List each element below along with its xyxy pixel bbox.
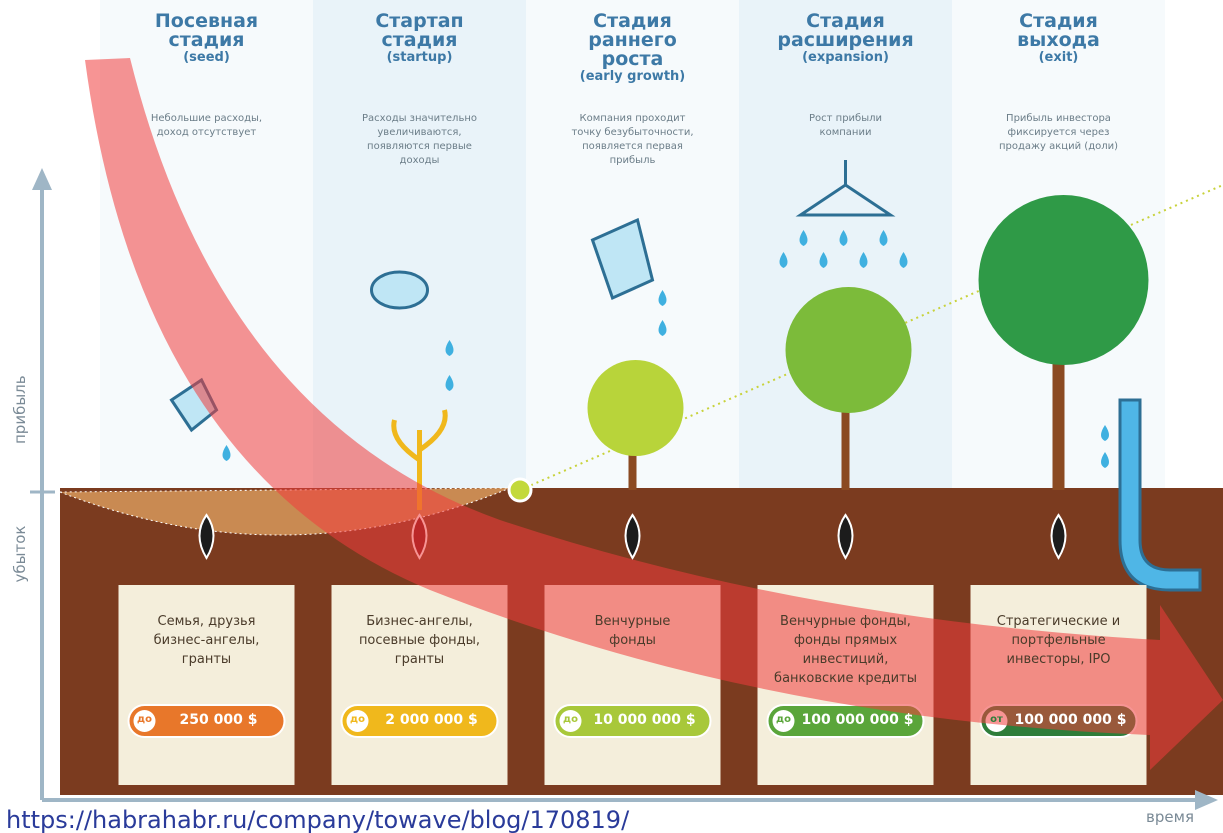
amount-text: 100 000 000 $ <box>798 712 918 728</box>
investor-text: Венчурные фонды <box>548 612 718 650</box>
trunk <box>842 400 850 490</box>
badge-text: от <box>986 714 1008 725</box>
stage-title: Стадия расширения <box>746 12 946 50</box>
badge-text: до <box>773 714 795 725</box>
amount-text: 2 000 000 $ <box>372 712 492 728</box>
axis-label: время <box>1130 808 1210 826</box>
badge-text: до <box>134 714 156 725</box>
infographic: прибыль убыток время https://habrahabr.r… <box>0 0 1223 833</box>
stage-description: Небольшие расходы, доход отсутствует <box>107 112 307 140</box>
amount-text: 250 000 $ <box>159 712 279 728</box>
breakeven-point <box>509 479 531 501</box>
axis-label: убыток <box>11 524 29 584</box>
crown <box>979 195 1149 365</box>
stage-title: Стартап стадия <box>320 12 520 50</box>
watering-can <box>372 272 428 308</box>
stage-title: Стадия раннего роста <box>533 12 733 69</box>
source-link[interactable]: https://habrahabr.ru/company/towave/blog… <box>6 806 629 833</box>
stage-description: Прибыль инвестора фиксируется через прод… <box>959 112 1159 154</box>
stage-title: Стадия выхода <box>959 12 1159 50</box>
stage-subtitle: (exit) <box>959 50 1159 65</box>
investor-text: Стратегические и портфельные инвесторы, … <box>974 612 1144 669</box>
amount-text: 100 000 000 $ <box>1011 712 1131 728</box>
stage-subtitle: (startup) <box>320 50 520 65</box>
amount-text: 10 000 000 $ <box>585 712 705 728</box>
stage-subtitle: (seed) <box>107 50 307 65</box>
stage-subtitle: (expansion) <box>746 50 946 65</box>
stage-description: Компания проходит точку безубыточности, … <box>533 112 733 168</box>
stage-description: Расходы значительно увеличиваются, появл… <box>320 112 520 168</box>
y-arrow <box>32 168 52 190</box>
stage-description: Рост прибыли компании <box>746 112 946 140</box>
investor-text: Венчурные фонды, фонды прямых инвестиций… <box>761 612 931 688</box>
investor-text: Семья, друзья бизнес-ангелы, гранты <box>122 612 292 669</box>
investor-text: Бизнес-ангелы, посевные фонды, гранты <box>335 612 505 669</box>
stage-subtitle: (early growth) <box>533 69 733 84</box>
trunk <box>1053 350 1065 490</box>
badge-text: до <box>560 714 582 725</box>
badge-text: до <box>347 714 369 725</box>
column <box>313 0 526 488</box>
crown <box>588 360 684 456</box>
stage-title: Посевная стадия <box>107 12 307 50</box>
crown <box>786 287 912 413</box>
axis-label: прибыль <box>11 384 29 444</box>
